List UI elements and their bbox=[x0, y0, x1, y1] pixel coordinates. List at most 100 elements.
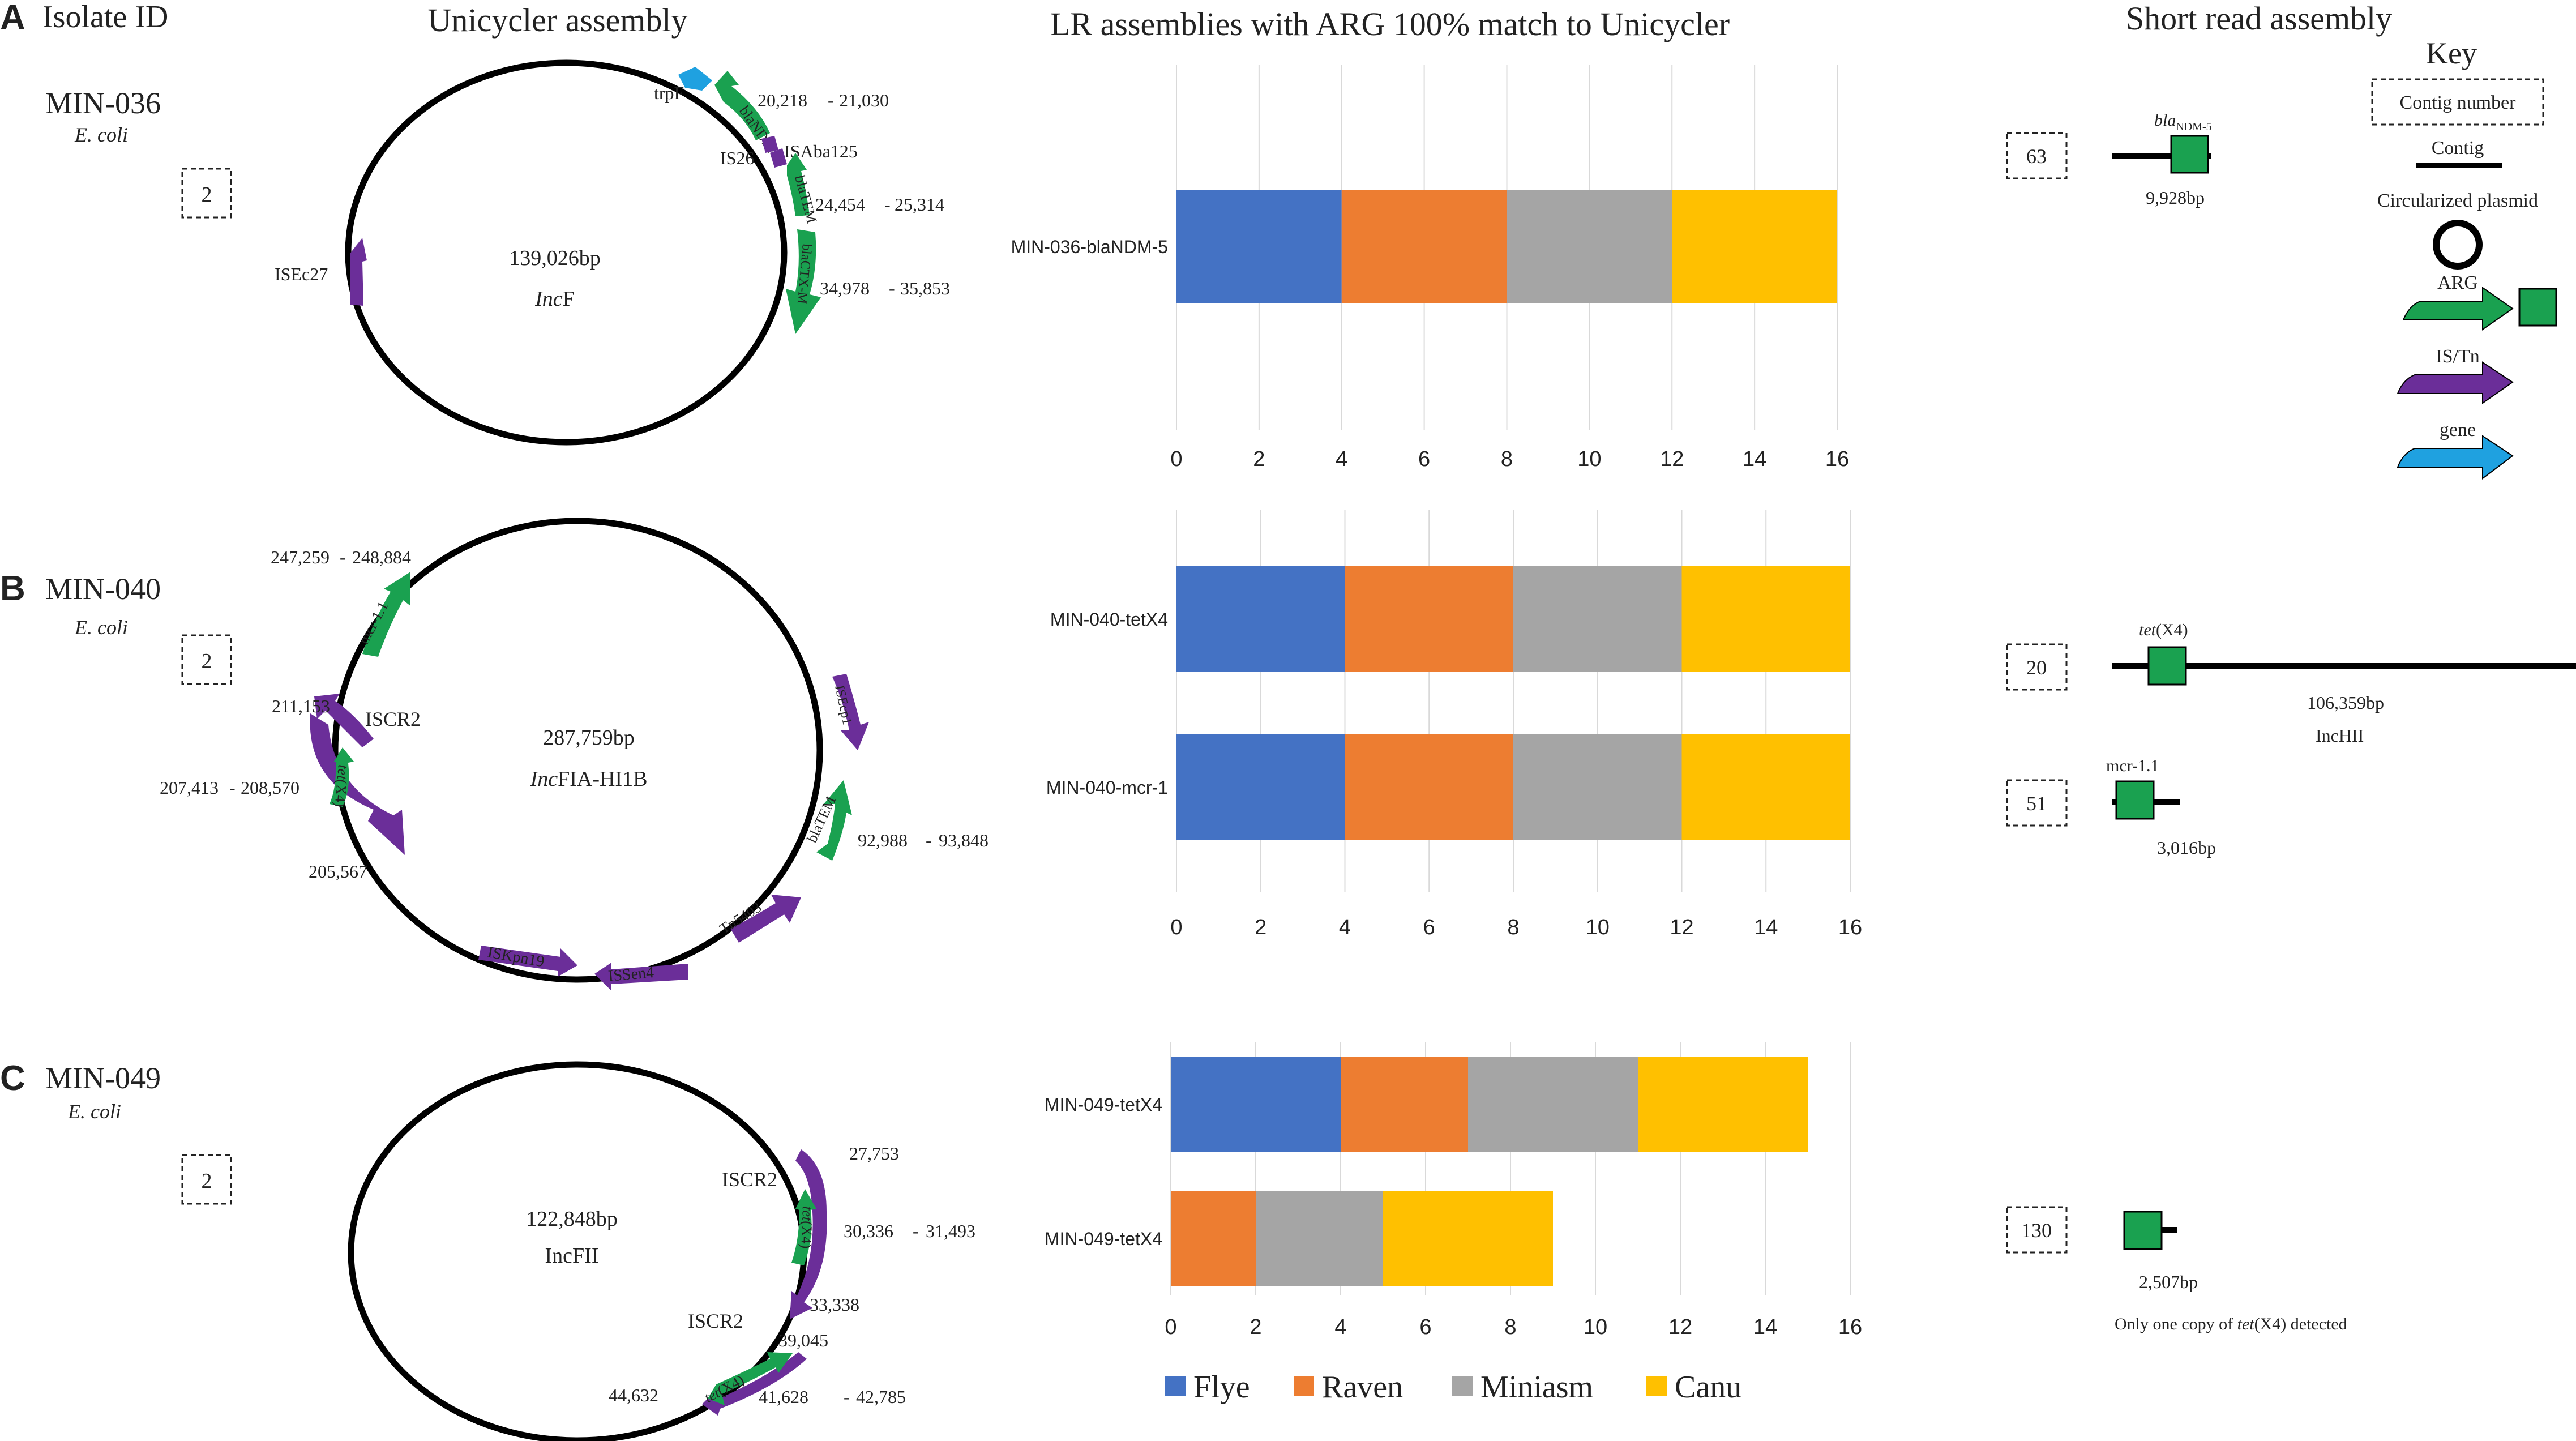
coord-ctx-start: 34,978 bbox=[820, 278, 870, 298]
plasmid-circle bbox=[332, 518, 823, 983]
coord-ctx-end: 35,853 bbox=[900, 278, 950, 298]
gene-label-tetx4-upper: tet(X4) bbox=[798, 1206, 816, 1249]
x-tick-label: 2 bbox=[1253, 447, 1265, 471]
sr-note: Only one copy of tet(X4) detected bbox=[2115, 1315, 2347, 1333]
sr2-length: 3,016bp bbox=[2157, 837, 2216, 858]
contig-number: 2 bbox=[202, 649, 212, 673]
x-tick-label: 16 bbox=[1825, 447, 1849, 471]
legend-label-flye: Flye bbox=[1193, 1370, 1250, 1405]
coord-mcr-end: 248,884 bbox=[352, 547, 411, 567]
header-key: Key bbox=[2426, 36, 2477, 70]
sr-length: 106,359bp bbox=[2307, 692, 2384, 713]
coord-sep: - bbox=[913, 1221, 919, 1241]
bar-canu bbox=[1638, 1057, 1808, 1152]
coord-tet-lower-start: 41,628 bbox=[759, 1387, 808, 1407]
isolate-id: MIN-040 bbox=[45, 572, 161, 606]
x-tick-label: 10 bbox=[1586, 916, 1610, 939]
category-label: MIN-049-tetX4 bbox=[1045, 1229, 1162, 1249]
bar-raven bbox=[1345, 566, 1513, 672]
coord-tet-end: 31,493 bbox=[926, 1221, 975, 1241]
is-arrow-isaba125 bbox=[770, 148, 787, 168]
header-unicycler: Unicycler assembly bbox=[427, 2, 687, 39]
key-circular-icon bbox=[2433, 220, 2483, 270]
header-isolate-id: Isolate ID bbox=[42, 0, 168, 35]
gene-label-iscr2: ISCR2 bbox=[365, 708, 421, 730]
bar-miniasm bbox=[1468, 1057, 1638, 1152]
contig-number-box bbox=[181, 634, 232, 685]
species: E. coli bbox=[74, 123, 128, 146]
sr-contig-number-box bbox=[2006, 1206, 2068, 1254]
bar-flye bbox=[1176, 190, 1342, 303]
x-tick-label: 4 bbox=[1334, 1315, 1346, 1339]
coord-iscr2-lower: 39,045 bbox=[778, 1330, 828, 1350]
bar-miniasm bbox=[1507, 190, 1672, 303]
coord-tet-start: 207,413 bbox=[160, 777, 219, 798]
sr2-arg-box bbox=[2115, 780, 2155, 820]
key-gene-arrow bbox=[2397, 435, 2514, 480]
legend-swatch-raven bbox=[1294, 1376, 1314, 1396]
x-tick-label: 6 bbox=[1423, 916, 1435, 939]
sr-contig-number-box bbox=[2006, 132, 2068, 179]
coord-sep: - bbox=[889, 278, 895, 298]
gene-label-isec27: ISEc27 bbox=[275, 264, 328, 284]
legend-swatch-miniasm bbox=[1452, 1376, 1473, 1396]
sr-length: 9,928bp bbox=[2146, 187, 2205, 208]
plasmid-size: 139,026bp bbox=[509, 246, 601, 270]
sr-length: 2,507bp bbox=[2139, 1272, 2198, 1292]
bar-canu bbox=[1383, 1191, 1553, 1286]
arg-arrow-bla-tem bbox=[787, 153, 810, 216]
plasmid-size: 287,759bp bbox=[543, 726, 635, 750]
species: E. coli bbox=[74, 616, 128, 639]
panel-letter-b: B bbox=[0, 569, 25, 608]
bar-flye bbox=[1176, 566, 1345, 672]
coord-ndm-end: 21,030 bbox=[839, 90, 889, 110]
gene-label-issen4: ISSen4 bbox=[607, 964, 654, 985]
x-tick-label: 12 bbox=[1660, 447, 1684, 471]
arg-arrow-tetx4 bbox=[330, 747, 354, 807]
is-arrow-is26 bbox=[761, 136, 778, 153]
key-arg-arrow bbox=[2402, 287, 2514, 331]
panel-letter-a: A bbox=[0, 0, 25, 37]
is-arrow-isec27 bbox=[350, 238, 367, 306]
bar-raven bbox=[1341, 1057, 1468, 1152]
gene-label-iscr2-upper: ISCR2 bbox=[722, 1168, 777, 1191]
x-tick-label: 14 bbox=[1743, 447, 1766, 471]
coord-iscr2-upper: 27,753 bbox=[849, 1143, 899, 1164]
category-label: MIN-040-mcr-1 bbox=[1046, 777, 1168, 798]
coord-tem-end: 25,314 bbox=[895, 194, 944, 215]
coord-tet-end: 208,570 bbox=[241, 777, 299, 798]
x-tick-label: 0 bbox=[1170, 447, 1182, 471]
sr2-gene-label: mcr-1.1 bbox=[2106, 756, 2159, 775]
key: Contig number Contig Circularized plasmi… bbox=[2371, 78, 2557, 480]
x-tick-label: 14 bbox=[1754, 916, 1778, 939]
x-tick-label: 0 bbox=[1170, 916, 1182, 939]
is-arrow-isecp1 bbox=[832, 674, 869, 750]
coord-sep: - bbox=[844, 1387, 850, 1407]
species: E. coli bbox=[67, 1100, 121, 1123]
contig-number: 2 bbox=[202, 183, 212, 207]
legend: Flye Raven Miniasm Canu bbox=[1165, 1370, 1741, 1405]
coord-tem-end: 93,848 bbox=[939, 830, 989, 850]
category-label: MIN-036-blaNDM-5 bbox=[1011, 237, 1168, 257]
plasmid-circle bbox=[345, 59, 788, 446]
arg-arrow-bla-tem bbox=[816, 780, 852, 861]
gene-label-iscr2-lower: ISCR2 bbox=[688, 1310, 743, 1332]
x-tick-label: 10 bbox=[1577, 447, 1601, 471]
bar-raven bbox=[1341, 190, 1507, 303]
sr-contig-number: 20 bbox=[2026, 656, 2047, 679]
x-tick-label: 6 bbox=[1418, 447, 1430, 471]
x-tick-label: 6 bbox=[1419, 1315, 1431, 1339]
plasmid-inc: IncFII bbox=[545, 1244, 599, 1268]
sr-contig-number: 63 bbox=[2026, 145, 2047, 168]
arg-arrow-bla-ctx bbox=[786, 229, 821, 334]
contig-number: 2 bbox=[202, 1169, 212, 1193]
x-tick-label: 4 bbox=[1336, 447, 1347, 471]
coord-tem-start: 92,988 bbox=[858, 830, 908, 850]
arg-arrow-bla-ndm bbox=[714, 71, 770, 140]
chart-area: 0 2 4 6 8 10 12 14 16 MIN-036-blaNDM-5 0 2 4 6 8 10 12 14… bbox=[1011, 65, 1862, 1339]
key-contig-number-box bbox=[2371, 78, 2544, 126]
legend-label-miniasm: Miniasm bbox=[1480, 1370, 1593, 1405]
sr-arg-box bbox=[2170, 135, 2209, 174]
coord-sep: - bbox=[340, 547, 346, 567]
